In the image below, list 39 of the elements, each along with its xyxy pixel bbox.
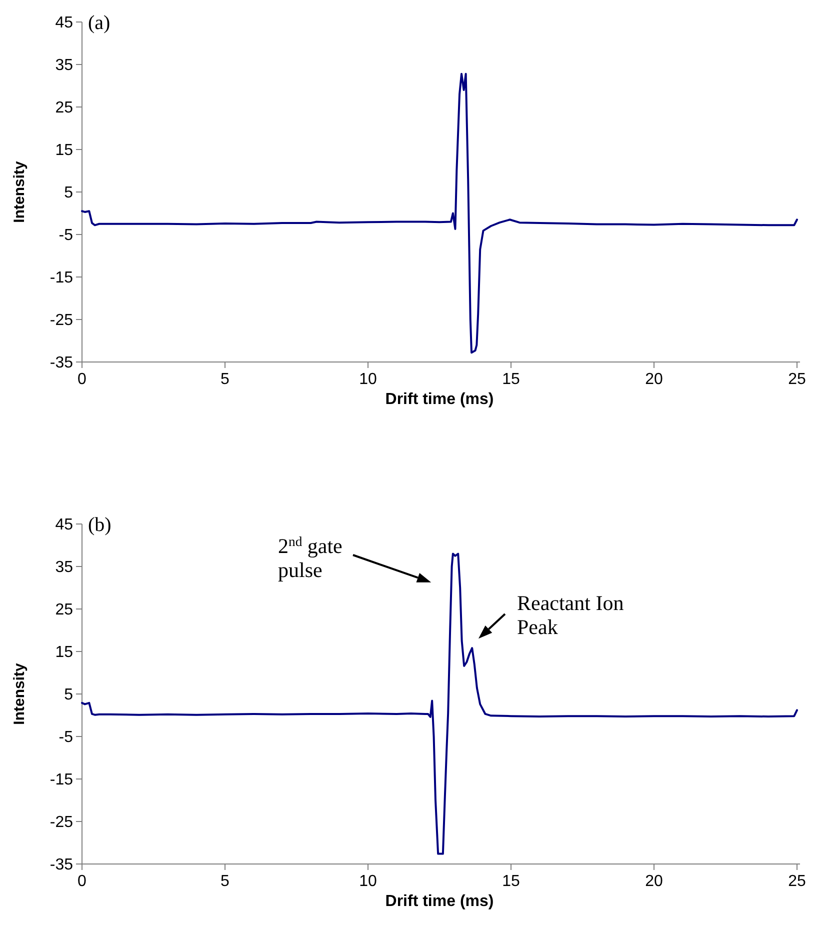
annotation: 2$^{nd}$ gate pulse xyxy=(278,534,342,582)
x-tick-label: 25 xyxy=(788,873,806,890)
x-tick-label: 0 xyxy=(78,873,87,890)
x-tick-label: 20 xyxy=(645,371,663,388)
x-tick-label: 20 xyxy=(645,873,663,890)
y-tick-label: -15 xyxy=(50,270,74,287)
chart-title: (b) xyxy=(88,514,112,536)
y-axis-title: Intensity xyxy=(11,662,28,725)
line-series xyxy=(81,72,798,354)
x-axis-title: Drift time (ms) xyxy=(385,893,494,910)
y-tick-label: 5 xyxy=(64,686,74,704)
y-tick-label: -25 xyxy=(50,312,74,330)
x-tick-label: 15 xyxy=(502,873,520,890)
y-tick-label: 45 xyxy=(55,516,74,534)
y-tick-label: -25 xyxy=(50,814,74,832)
y-tick-label: 35 xyxy=(55,57,74,74)
y-tick-label: 45 xyxy=(55,14,74,32)
annotation: Reactant Ion Peak xyxy=(517,591,624,639)
x-tick-label: 0 xyxy=(78,371,87,388)
y-tick-label: -5 xyxy=(58,729,74,746)
x-tick-label: 25 xyxy=(788,371,806,388)
x-tick-label: 10 xyxy=(359,873,377,890)
y-tick-label: -35 xyxy=(50,856,74,874)
chart-title: (a) xyxy=(88,12,110,34)
y-tick-label: 5 xyxy=(64,184,74,202)
y-axis-title: Intensity xyxy=(11,160,28,223)
y-tick-label: -35 xyxy=(50,354,74,372)
x-tick-label: 5 xyxy=(220,371,230,388)
y-tick-label: 25 xyxy=(55,100,74,117)
y-tick-label: 15 xyxy=(55,142,74,160)
y-tick-label: 15 xyxy=(55,644,74,662)
x-tick-label: 10 xyxy=(359,371,377,388)
y-tick-label: -15 xyxy=(50,772,74,789)
y-tick-label: -5 xyxy=(58,227,74,244)
y-tick-label: 35 xyxy=(55,559,74,576)
y-tick-label: 25 xyxy=(55,602,74,619)
x-axis-title: Drift time (ms) xyxy=(385,391,494,408)
x-tick-label: 15 xyxy=(502,371,520,388)
x-tick-label: 5 xyxy=(220,873,230,890)
